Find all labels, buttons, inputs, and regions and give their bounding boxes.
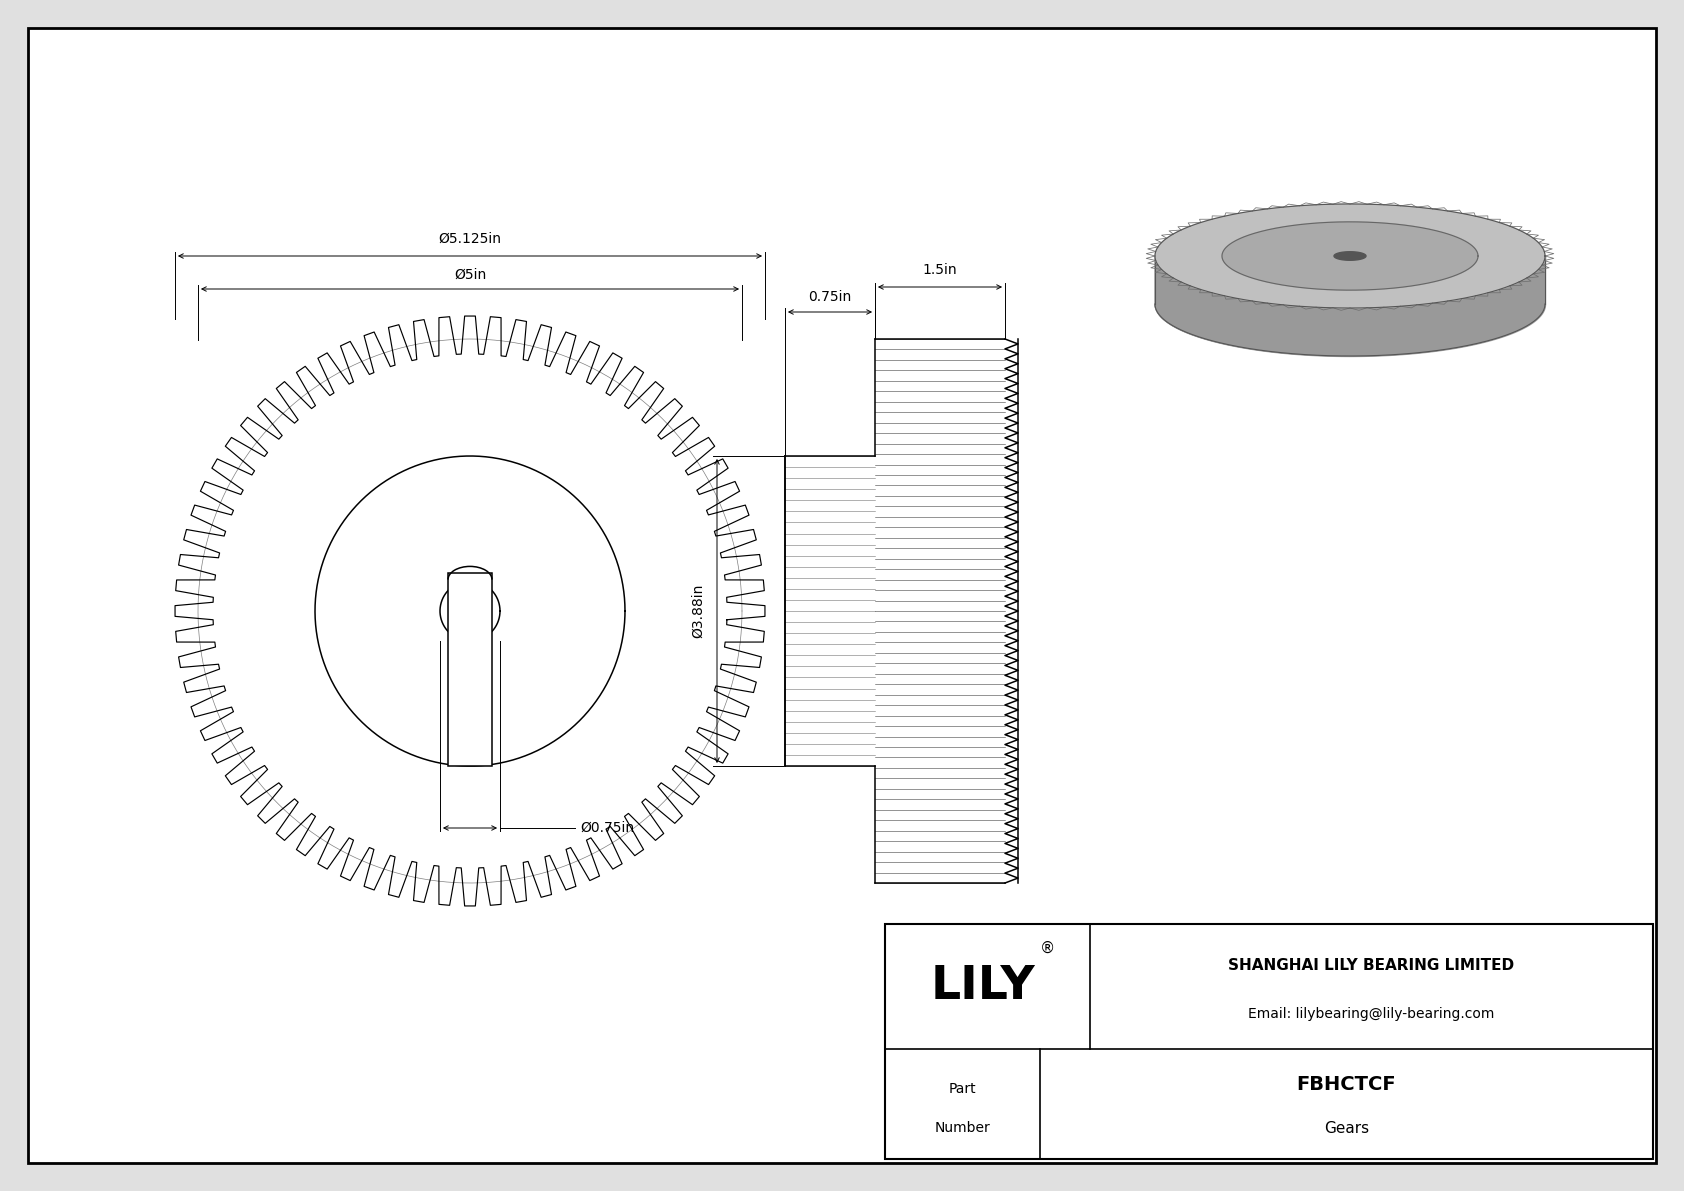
Polygon shape: [1155, 304, 1544, 356]
Text: FBHCTCF: FBHCTCF: [1297, 1074, 1396, 1093]
Polygon shape: [1223, 222, 1479, 291]
Text: Part: Part: [948, 1081, 977, 1096]
Text: LILY: LILY: [930, 964, 1034, 1009]
Text: 1.5in: 1.5in: [923, 263, 957, 278]
Polygon shape: [1155, 204, 1544, 308]
Text: Number: Number: [935, 1121, 990, 1135]
Bar: [886, 924, 1654, 1159]
Text: 0.75in: 0.75in: [808, 289, 852, 304]
Text: Email: lilybearing@lily-bearing.com: Email: lilybearing@lily-bearing.com: [1248, 1008, 1495, 1021]
Text: Gears: Gears: [1324, 1121, 1369, 1136]
Text: Ø5.125in: Ø5.125in: [438, 232, 502, 247]
Text: Ø3.88in: Ø3.88in: [690, 584, 706, 638]
Text: Ø5in: Ø5in: [455, 268, 487, 282]
Bar: [448, 573, 492, 766]
Polygon shape: [1334, 251, 1366, 261]
Polygon shape: [1155, 256, 1544, 356]
Text: SHANGHAI LILY BEARING LIMITED: SHANGHAI LILY BEARING LIMITED: [1228, 958, 1514, 973]
Text: ®: ®: [1041, 941, 1056, 956]
Text: Ø0.75in: Ø0.75in: [579, 821, 635, 835]
